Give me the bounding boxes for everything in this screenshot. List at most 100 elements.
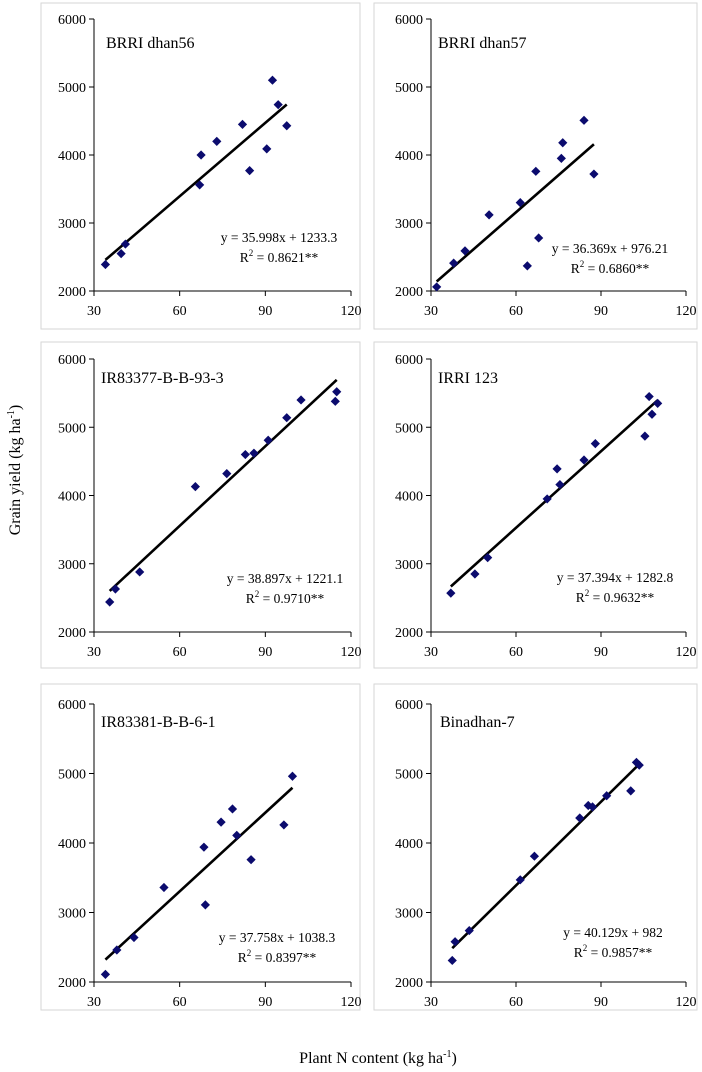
data-point (602, 791, 612, 801)
y-tick-label: 2000 (58, 976, 86, 991)
x-tick-label: 30 (87, 995, 101, 1010)
trend-line (108, 378, 338, 592)
y-tick-label: 3000 (58, 217, 86, 232)
data-point (556, 153, 566, 163)
data-point (483, 553, 493, 563)
data-point (464, 925, 474, 936)
data-point (287, 771, 298, 781)
data-point (640, 431, 650, 441)
data-point (212, 136, 222, 146)
x-tick-label: 60 (509, 304, 523, 319)
y-label-main: Grain yield (kg ha (7, 418, 24, 535)
panel-frame (373, 2, 698, 330)
r-squared-sup: 2 (585, 588, 590, 598)
x-tick-label: 60 (173, 645, 187, 660)
data-point (240, 449, 250, 460)
r-squared-value: = 0.6860** (584, 261, 649, 276)
trend-line (104, 786, 294, 961)
x-tick-label: 90 (594, 645, 608, 660)
data-point (470, 569, 480, 579)
r-squared: R2 = 0.8397** (238, 948, 317, 965)
data-point (447, 955, 457, 966)
data-point (190, 482, 200, 492)
data-point (446, 588, 456, 598)
regression-equation: y = 37.394x + 1282.8 (557, 570, 674, 585)
data-point (159, 882, 169, 893)
panel-frame (373, 341, 698, 669)
data-point (263, 435, 273, 445)
x-tick-label: 90 (258, 304, 272, 319)
r-squared-value: = 0.9857** (587, 945, 652, 960)
y-tick-label: 2000 (58, 285, 86, 300)
data-point (460, 246, 470, 256)
data-point (522, 261, 532, 271)
data-point (222, 469, 232, 479)
data-point (195, 180, 205, 190)
data-point (135, 567, 145, 577)
r-squared-prefix: R (246, 591, 255, 606)
r-squared-sup: 2 (247, 948, 252, 958)
data-point (105, 597, 115, 607)
data-point (120, 239, 131, 249)
x-tick-label: 30 (424, 645, 438, 660)
r-squared-sup: 2 (580, 259, 585, 269)
y-tick-label: 2000 (395, 626, 423, 641)
data-point (515, 198, 525, 208)
data-point (116, 249, 126, 259)
data-point (653, 398, 663, 408)
y-tick-label: 3000 (395, 217, 423, 232)
data-point (246, 855, 256, 865)
r-squared-prefix: R (240, 250, 249, 265)
x-tick-label: 30 (87, 304, 101, 319)
y-tick-label: 4000 (58, 149, 86, 164)
data-point (199, 842, 209, 852)
panel-title: BRRI dhan56 (106, 35, 194, 52)
x-label-end: ) (451, 1050, 456, 1067)
y-tick-label: 4000 (395, 837, 423, 852)
x-tick-label: 90 (594, 304, 608, 319)
shared-y-axis-label: Grain yield (kg ha-1) (6, 405, 24, 536)
data-point (216, 817, 226, 827)
panel-title: BRRI dhan57 (438, 35, 526, 52)
panel-brri-dhan56: 2000 3000 4000 5000 6000 30 60 90 120 BRRI dhan56… (40, 2, 362, 330)
data-point (232, 830, 242, 840)
data-point (552, 464, 562, 474)
y-tick-label: 6000 (58, 353, 86, 368)
data-point (237, 119, 248, 129)
y-tick-label: 3000 (395, 558, 423, 573)
data-point (484, 210, 494, 220)
r-squared: R2 = 0.9857** (574, 943, 653, 960)
data-point (245, 166, 255, 176)
y-tick-label: 6000 (395, 13, 423, 28)
x-label-main: Plant N content (kg ha (299, 1050, 443, 1067)
r-squared: R2 = 0.8621** (240, 248, 319, 265)
y-tick-label: 4000 (395, 490, 423, 505)
data-point (579, 115, 589, 125)
x-tick-label: 60 (173, 304, 187, 319)
data-point (330, 396, 340, 406)
data-point (432, 282, 442, 292)
r-squared-value: = 0.9710** (259, 591, 324, 606)
data-point (644, 391, 654, 402)
data-point (110, 584, 121, 594)
r-squared: R2 = 0.6860** (571, 259, 650, 276)
data-point (200, 900, 210, 910)
data-point (579, 455, 589, 465)
r-squared-value: = 0.9632** (589, 590, 654, 605)
panel-brri-dhan57: 2000 3000 4000 5000 6000 30 60 90 120 BRRI dhan57… (373, 2, 698, 330)
y-tick-label: 5000 (395, 768, 423, 783)
x-tick-label: 120 (676, 995, 697, 1010)
x-tick-label: 120 (676, 645, 697, 660)
r-squared-prefix: R (238, 950, 247, 965)
data-point (515, 875, 525, 885)
r-squared: R2 = 0.9632** (576, 588, 655, 605)
data-point (227, 804, 238, 814)
y-label-end: ) (7, 405, 24, 410)
y-tick-label: 4000 (58, 490, 86, 505)
regression-equation: y = 37.758x + 1038.3 (219, 930, 336, 945)
data-point (282, 413, 292, 423)
y-tick-label: 4000 (395, 149, 423, 164)
trend-line (104, 103, 288, 261)
x-tick-label: 90 (258, 995, 272, 1010)
data-point (449, 258, 459, 268)
